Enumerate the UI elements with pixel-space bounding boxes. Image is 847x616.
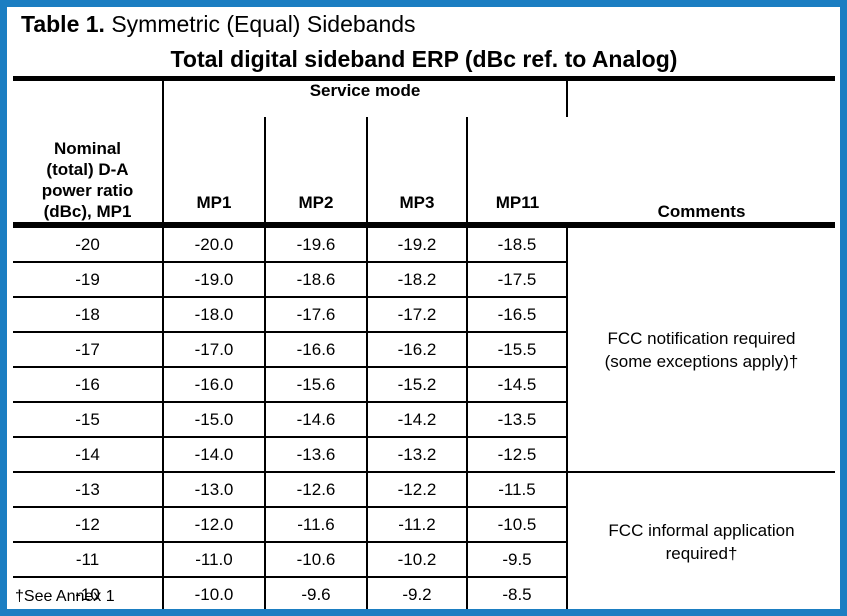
value-cell: -18.0 [162,297,265,333]
value-cell: -12.5 [466,437,567,473]
value-cell: -13.2 [366,437,467,473]
ratio-cell: -15 [13,402,163,438]
table-body: -20 -20.0 -19.6 -19.2 -18.5 FCC notification … [13,225,835,609]
ratio-cell: -10 [13,577,163,609]
value-cell: -17.5 [466,262,567,298]
value-cell: -10.0 [162,577,265,609]
comment-cell: FCC notification required (some exception… [566,225,835,473]
col-header-mp2: MP2 [264,117,367,228]
ratio-cell: -12 [13,507,163,543]
col-header-comments: Comments [567,78,835,228]
col-header-service-mode: Service mode [162,78,568,117]
value-cell: -13.6 [264,437,367,473]
power-ratio-line: Nominal [53,139,122,158]
comment-line: FCC notification required [607,328,796,348]
table-row: -12 -12.0 -11.6 -11.2 -10.5 [13,507,835,543]
header-row-service: Nominal (total) D-A power ratio (dBc), M… [13,78,835,228]
value-cell: -12.6 [264,472,367,508]
comment-cell: FCC informal application required† [566,472,835,609]
table-row: -13 -13.0 -12.6 -12.2 -11.5 FCC informal appl… [13,472,835,609]
value-cell: -9.6 [264,577,367,609]
col-header-mp11: MP11 [466,117,567,228]
comment-line: required† [665,544,738,563]
value-cell: -13.5 [466,402,567,438]
col-header-mp3: MP3 [366,117,467,228]
value-cell: -16.0 [162,367,265,403]
ratio-cell: -17 [13,332,163,368]
value-cell: -14.2 [366,402,467,438]
value-cell: -17.2 [366,297,467,333]
value-cell: -18.5 [466,225,567,263]
value-cell: -19.2 [366,225,467,263]
col-header-mp1: MP1 [162,117,265,228]
table-row: -18 -18.0 -17.6 -17.2 -16.5 [13,297,835,333]
value-cell: -16.6 [264,332,367,368]
value-cell: -15.0 [162,402,265,438]
value-cell: -13.0 [162,472,265,508]
ratio-cell: -18 [13,297,163,333]
value-cell: -15.6 [264,367,367,403]
value-cell: -16.2 [366,332,467,368]
table-header: Nominal (total) D-A power ratio (dBc), M… [13,78,835,228]
ratio-cell: -14 [13,437,163,473]
comment-line: (some exceptions apply)† [604,351,799,371]
value-cell: -11.5 [466,472,567,508]
value-cell: -8.5 [466,577,567,609]
value-cell: -18.2 [366,262,467,298]
value-cell: -15.2 [366,367,467,403]
value-cell: -18.6 [264,262,367,298]
ratio-cell: -13 [13,472,163,508]
value-cell: -16.5 [466,297,567,333]
ratio-cell: -19 [13,262,163,298]
power-ratio-line: (dBc), MP1 [43,202,132,221]
value-cell: -12.0 [162,507,265,543]
header-row-modes: MP1 MP2 MP3 MP11 [13,117,835,228]
ratio-cell: -11 [13,542,163,578]
table-caption-text: Symmetric (Equal) Sidebands [104,11,416,37]
value-cell: -12.2 [366,472,467,508]
table-caption: Table 1. Symmetric (Equal) Sidebands [21,11,416,38]
value-cell: -17.6 [264,297,367,333]
table-row: -15 -15.0 -14.6 -14.2 -13.5 [13,402,835,438]
value-cell: -14.6 [264,402,367,438]
table-row: -17 -17.0 -16.6 -16.2 -15.5 [13,332,835,368]
col-header-power-ratio: Nominal (total) D-A power ratio (dBc), M… [13,78,163,228]
table-title: Total digital sideband ERP (dBc ref. to … [170,46,678,72]
value-cell: -15.5 [466,332,567,368]
value-cell: -20.0 [162,225,265,263]
table-row: -10 -10.0 -9.6 -9.2 -8.5 [13,577,835,609]
comment-line: FCC informal application [608,521,795,540]
table-row: -14 -14.0 -13.6 -13.2 -12.5 [13,437,835,473]
table-row: -16 -16.0 -15.6 -15.2 -14.5 [13,367,835,403]
table-row: -11 -11.0 -10.6 -10.2 -9.5 [13,542,835,578]
value-cell: -9.5 [466,542,567,578]
sidebands-table: Nominal (total) D-A power ratio (dBc), M… [13,76,835,609]
power-ratio-line: (total) D-A [46,160,129,179]
value-cell: -11.0 [162,542,265,578]
table-row: -20 -20.0 -19.6 -19.2 -18.5 FCC notification … [13,225,835,473]
power-ratio-line: power ratio [41,181,134,200]
value-cell: -11.6 [264,507,367,543]
value-cell: -10.6 [264,542,367,578]
value-cell: -11.2 [366,507,467,543]
value-cell: -19.6 [264,225,367,263]
table-row: -19 -19.0 -18.6 -18.2 -17.5 [13,262,835,298]
value-cell: -10.2 [366,542,467,578]
value-cell: -14.0 [162,437,265,473]
value-cell: -17.0 [162,332,265,368]
value-cell: -19.0 [162,262,265,298]
footnote: †See Annex 1 [15,588,115,605]
ratio-cell: -20 [13,225,163,263]
value-cell: -14.5 [466,367,567,403]
table-caption-number: Table 1. [21,11,105,37]
value-cell: -10.5 [466,507,567,543]
value-cell: -9.2 [366,577,467,609]
ratio-cell: -16 [13,367,163,403]
